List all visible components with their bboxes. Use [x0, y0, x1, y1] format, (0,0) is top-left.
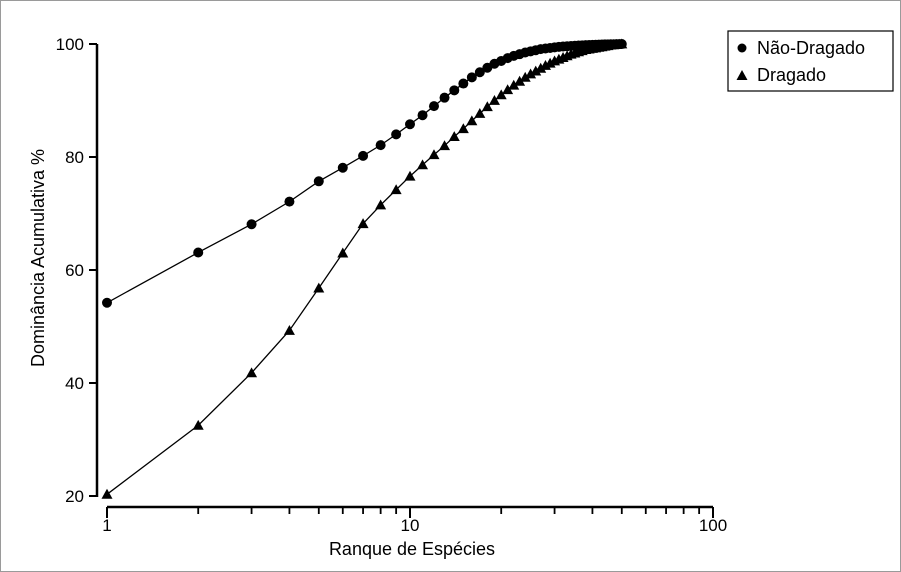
legend-label-nao-dragado: Não-Dragado: [757, 38, 865, 58]
y-axis-label: Dominância Acumulativa %: [28, 149, 48, 367]
data-point-circle: [246, 219, 257, 230]
data-point-triangle: [508, 79, 520, 90]
legend-marker-triangle: [736, 70, 748, 80]
data-point-triangle: [519, 71, 531, 82]
data-point-triangle: [457, 123, 469, 134]
series-line: [106, 43, 622, 304]
data-point-triangle: [474, 107, 486, 118]
data-point-triangle: [337, 247, 349, 258]
data-point-triangle: [481, 101, 493, 112]
data-point-circle: [428, 101, 439, 112]
y-tick-label: 100: [56, 35, 84, 54]
data-point-circle: [439, 92, 450, 103]
x-tick-label: 10: [401, 516, 420, 535]
legend-label-dragado: Dragado: [757, 65, 826, 85]
data-point-circle: [313, 176, 324, 187]
data-point-triangle: [514, 75, 526, 86]
data-point-circle: [337, 162, 348, 173]
data-point-triangle: [390, 184, 402, 195]
data-point-triangle: [466, 115, 478, 126]
data-point-triangle: [535, 62, 547, 73]
axes: 20 40 60 80 100 1 10 100: [56, 35, 728, 535]
data-point-circle: [375, 140, 386, 151]
x-tick-label: 1: [102, 516, 111, 535]
data-point-triangle: [417, 159, 429, 170]
data-point-triangle: [439, 140, 451, 151]
data-point-triangle: [530, 65, 542, 76]
data-point-circle: [358, 150, 369, 161]
series-line: [106, 43, 622, 495]
data-point-circle: [458, 78, 469, 89]
data-point-triangle: [616, 38, 628, 49]
data-point-triangle: [525, 68, 537, 79]
data-point-triangle: [192, 419, 204, 430]
legend-marker-circle: [737, 43, 747, 53]
x-tick-label: 100: [699, 516, 727, 535]
series-layer: [101, 38, 628, 499]
data-point-triangle: [313, 282, 325, 293]
y-tick-label: 40: [65, 374, 84, 393]
data-point-triangle: [495, 89, 507, 100]
legend-box: [727, 30, 894, 92]
data-point-triangle: [101, 488, 113, 499]
y-tick-label: 80: [65, 148, 84, 167]
data-point-circle: [474, 67, 485, 78]
data-point-circle: [405, 119, 415, 130]
data-point-triangle: [488, 95, 500, 105]
y-tick-label: 60: [65, 261, 84, 280]
data-point-triangle: [357, 218, 369, 229]
legend: Não-Dragado Dragado: [727, 30, 894, 92]
series-nao-dragado: [102, 39, 627, 308]
data-point-triangle: [428, 149, 440, 160]
data-point-triangle: [502, 84, 514, 95]
data-point-triangle: [283, 324, 295, 335]
data-point-circle: [391, 129, 402, 140]
data-point-triangle: [404, 170, 416, 181]
data-point-circle: [449, 85, 460, 96]
data-point-triangle: [375, 199, 387, 210]
series-dragado: [101, 38, 628, 499]
data-point-circle: [102, 297, 112, 308]
data-point-circle: [417, 110, 428, 121]
y-tick-label: 20: [65, 487, 84, 506]
data-point-circle: [466, 72, 477, 83]
data-point-triangle: [448, 131, 460, 142]
data-point-circle: [284, 196, 295, 207]
x-axis-label: Ranque de Espécies: [329, 539, 495, 559]
data-point-triangle: [246, 367, 258, 378]
data-point-circle: [193, 247, 204, 258]
